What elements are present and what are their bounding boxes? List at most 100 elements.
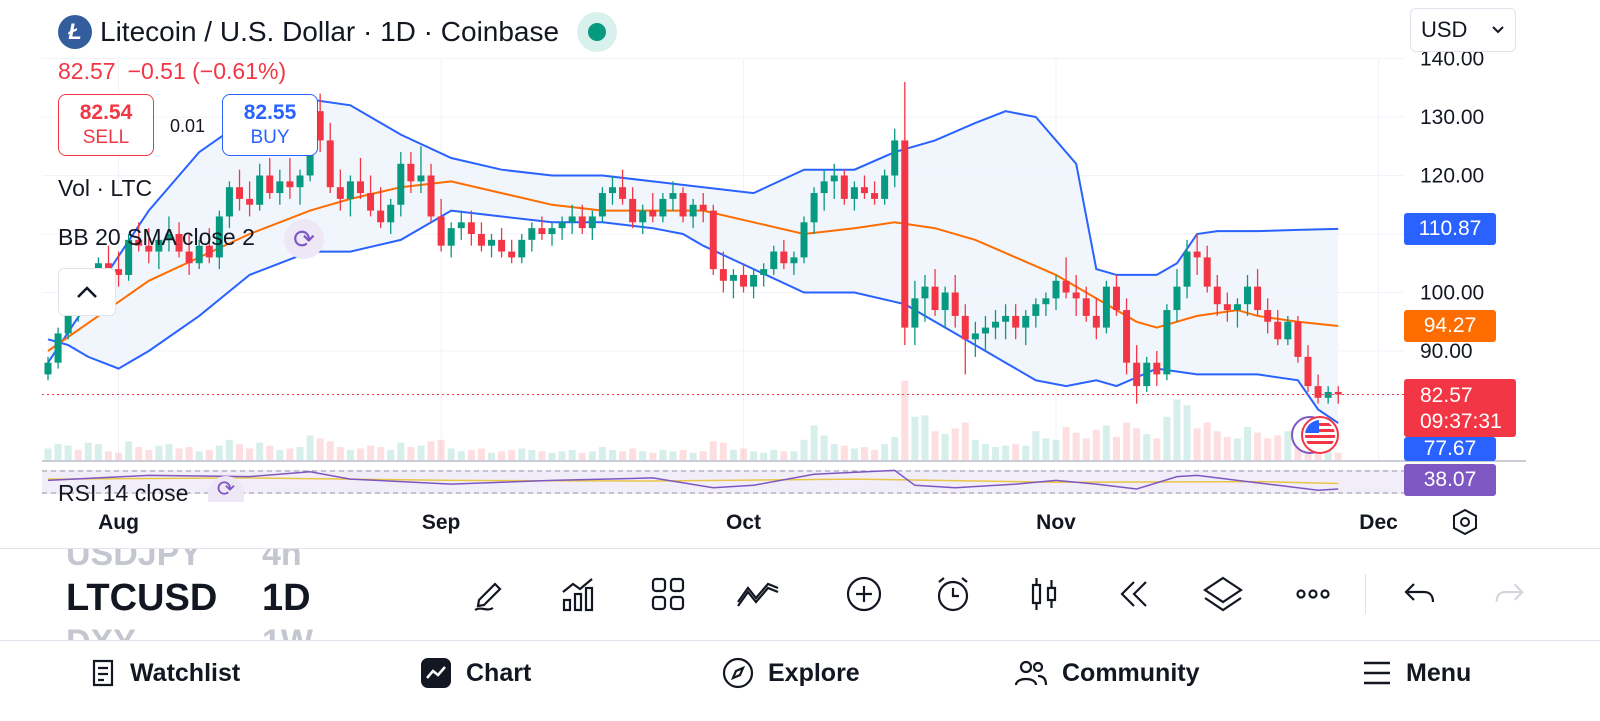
volume-bar xyxy=(981,444,989,460)
symbol-next[interactable]: DXY1W xyxy=(66,623,313,641)
candle xyxy=(165,216,173,252)
candle xyxy=(346,175,354,217)
candle xyxy=(871,181,879,205)
candle-body xyxy=(498,239,506,252)
buy-button[interactable]: 82.55 BUY xyxy=(222,94,318,156)
candle xyxy=(1173,269,1181,322)
bollinger-legend[interactable]: BB 20 SMA close 2 xyxy=(58,224,255,250)
symbol-prev[interactable]: USDJPY 4h xyxy=(66,549,302,573)
volume-bar xyxy=(1123,422,1131,460)
refresh-icon[interactable]: ⟳ xyxy=(284,219,324,259)
rsi-legend[interactable]: RSI 14 close xyxy=(58,480,189,502)
candle xyxy=(195,239,203,270)
candle xyxy=(225,181,233,229)
candle-type-icon[interactable] xyxy=(1022,572,1066,616)
rsi-refresh-icon[interactable]: ⟳ xyxy=(208,476,244,502)
symbol-header[interactable]: Ł Litecoin / U.S. Dollar · 1D · Coinbase xyxy=(58,12,618,52)
currency-select[interactable]: USD xyxy=(1410,8,1516,52)
candle-body xyxy=(981,327,989,334)
candle xyxy=(1314,374,1322,404)
volume-bar xyxy=(488,452,496,460)
candle-body xyxy=(518,239,526,258)
nav-community[interactable]: Community xyxy=(1014,656,1200,690)
candle xyxy=(236,169,244,211)
candle-body xyxy=(155,239,163,252)
nav-explore[interactable]: Explore xyxy=(722,656,860,690)
axis-settings-icon[interactable] xyxy=(1453,508,1477,536)
symbol-current[interactable]: LTCUSD 1D xyxy=(66,577,311,619)
candle-body xyxy=(1334,391,1342,395)
candle-body xyxy=(639,210,647,223)
volume-bar xyxy=(316,438,324,460)
candle xyxy=(1123,298,1131,375)
volume-bar xyxy=(992,447,1000,460)
candle-body xyxy=(1082,298,1090,316)
candle xyxy=(427,163,435,223)
candle-body xyxy=(760,269,768,275)
volume-bar xyxy=(276,449,284,460)
candle-body xyxy=(669,193,677,199)
volume-bar xyxy=(407,447,415,460)
economic-events-icon[interactable] xyxy=(1290,414,1348,456)
undo-icon[interactable] xyxy=(1398,572,1442,616)
volume-legend[interactable]: Vol · LTC xyxy=(58,175,153,201)
time-tick-label: Aug xyxy=(98,511,139,534)
candle xyxy=(155,234,163,270)
candle-body xyxy=(326,140,334,188)
candle xyxy=(1133,345,1141,404)
volume-bar xyxy=(266,445,274,460)
add-icon[interactable] xyxy=(842,572,886,616)
pen-icon[interactable] xyxy=(467,572,511,616)
candle-body xyxy=(1274,321,1282,340)
candle xyxy=(1112,274,1120,316)
candle xyxy=(1092,298,1100,340)
volume-bar xyxy=(891,436,899,460)
alert-icon[interactable] xyxy=(931,572,975,616)
candle-body xyxy=(488,239,496,246)
candle-body xyxy=(830,175,838,182)
nav-menu[interactable]: Menu xyxy=(1362,656,1471,690)
watchlist-icon xyxy=(92,659,114,687)
candle-body xyxy=(689,204,697,217)
candle xyxy=(1062,257,1070,299)
community-icon xyxy=(1014,660,1048,686)
replay-icon[interactable] xyxy=(1112,572,1156,616)
candle xyxy=(407,152,415,194)
layout-icon[interactable] xyxy=(646,572,690,616)
redo-icon[interactable] xyxy=(1490,572,1528,616)
candle xyxy=(941,286,949,328)
candle-body xyxy=(44,362,52,375)
drawings-icon[interactable] xyxy=(736,572,780,616)
candle xyxy=(901,81,909,346)
time-axis: Aug Sep Oct Nov Dec xyxy=(98,511,1398,534)
candle-body xyxy=(1102,286,1110,328)
collapse-legend-button[interactable] xyxy=(58,268,116,316)
volume-bar xyxy=(729,449,737,460)
candle-body xyxy=(125,239,133,275)
candle-body xyxy=(961,315,969,340)
spread-value: 0.01 xyxy=(170,116,206,136)
volume-bar xyxy=(94,444,102,460)
market-open-status-icon[interactable] xyxy=(577,12,618,52)
nav-chart[interactable]: Chart xyxy=(420,656,531,690)
volume-bar xyxy=(921,415,929,460)
candle-body xyxy=(1244,286,1252,305)
candle-body xyxy=(1123,310,1131,363)
indicators-icon[interactable] xyxy=(556,572,600,616)
volume-bar xyxy=(871,449,879,460)
candle-body xyxy=(588,216,596,229)
candle xyxy=(296,169,304,205)
sell-button[interactable]: 82.54 SELL xyxy=(58,94,154,156)
price-chart[interactable]: 90.00 100.00 120.00 130.00 140.00 Aug Sep Oct N… xyxy=(0,0,1600,548)
layers-icon[interactable] xyxy=(1201,572,1245,616)
nav-watchlist[interactable]: Watchlist xyxy=(90,656,240,690)
candle xyxy=(447,222,455,258)
bar-countdown: 09:37:31 xyxy=(1420,410,1502,433)
chevron-down-icon xyxy=(1492,26,1504,34)
candle-body xyxy=(548,228,556,234)
candle-body xyxy=(971,333,979,340)
price-change: −0.51 (−0.61%) xyxy=(127,58,287,84)
more-icon[interactable] xyxy=(1291,572,1335,616)
